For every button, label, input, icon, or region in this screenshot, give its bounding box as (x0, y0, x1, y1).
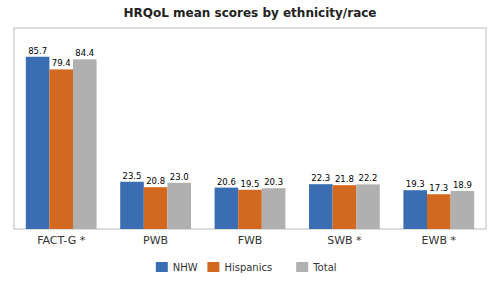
x-tick-label: FACT-G * (37, 234, 85, 247)
bar (403, 190, 427, 229)
title: HRQoL mean scores by ethnicity/race (124, 6, 377, 20)
x-tick-label: FWB (238, 234, 263, 247)
data-label: 20.8 (146, 176, 165, 186)
legend-label: Total (312, 262, 336, 273)
legend-label: Hispanics (224, 262, 272, 273)
x-tick-label: PWB (143, 234, 168, 247)
data-label: 20.3 (264, 177, 283, 187)
x-tick-label: SWB * (327, 234, 362, 247)
legend-swatch (156, 262, 168, 272)
data-label: 23.5 (123, 171, 142, 181)
plot-frame (14, 28, 486, 229)
bar (262, 188, 286, 229)
legend-swatch (207, 262, 219, 272)
data-label: 23.0 (170, 172, 189, 182)
data-label: 22.3 (311, 173, 330, 183)
bar (238, 190, 262, 229)
bars (26, 57, 474, 229)
data-labels: 85.7 23.5 20.6 22.3 19.3 79.4 20.8 19.5 21.8 17.3… (28, 46, 472, 193)
x-tick-label: EWB * (422, 234, 457, 247)
bar (333, 185, 357, 229)
bar (309, 184, 333, 229)
bar (144, 187, 168, 229)
bar (49, 69, 73, 229)
bar (26, 57, 50, 229)
data-label: 21.8 (335, 174, 354, 184)
legend-swatch (296, 262, 308, 272)
chart: HRQoL mean scores by ethnicity/race 85.7 2… (0, 0, 500, 287)
bar (167, 183, 191, 229)
data-label: 18.9 (453, 180, 472, 190)
bar (356, 184, 380, 229)
bar (451, 191, 475, 229)
data-label: 19.3 (406, 179, 425, 189)
bar (120, 182, 144, 229)
data-label: 22.2 (359, 173, 378, 183)
legend-label: NHW (173, 262, 198, 273)
bar (215, 188, 239, 229)
data-label: 85.7 (28, 46, 47, 56)
legend: NHW Hispanics Total (156, 262, 337, 273)
data-label: 79.4 (52, 58, 71, 68)
x-axis: FACT-G * PWB FWB SWB * EWB * (37, 234, 456, 247)
bar (73, 59, 97, 229)
bar (427, 194, 451, 229)
data-label: 19.5 (241, 179, 260, 189)
data-label: 84.4 (75, 48, 94, 58)
data-label: 20.6 (217, 177, 236, 187)
data-label: 17.3 (429, 183, 448, 193)
